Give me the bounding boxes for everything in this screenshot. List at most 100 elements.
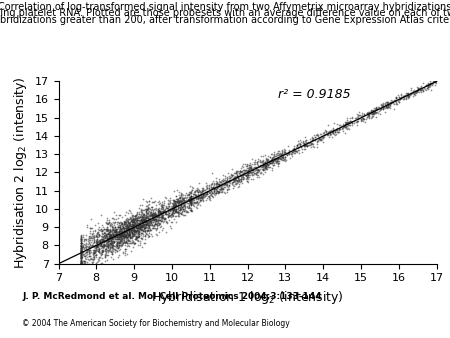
Point [204,185,211,191]
Point [107,231,114,237]
Point [266,160,273,165]
Point [432,83,439,88]
Point [143,218,150,224]
Point [93,234,100,239]
Point [136,232,143,237]
Point [127,228,135,234]
Point [172,207,179,212]
Point [243,161,251,166]
Point [249,167,256,172]
Point [230,175,237,180]
Point [149,211,156,216]
Point [145,225,153,230]
Point [108,238,116,243]
Point [159,209,166,214]
Point [428,82,436,87]
Point [268,158,275,163]
Point [94,248,102,254]
Point [225,173,233,178]
Point [108,239,115,244]
Point [153,221,160,226]
Point [111,238,118,243]
Point [275,152,282,158]
Point [187,197,194,203]
Point [148,209,155,215]
Point [129,225,136,231]
Point [316,136,323,141]
Point [388,100,395,106]
Point [229,173,236,178]
Point [204,196,211,201]
Point [377,101,384,106]
Point [308,135,315,140]
Point [194,195,202,200]
Point [77,255,85,260]
Point [115,231,122,237]
Point [400,94,407,99]
Point [148,204,155,209]
Point [130,241,138,246]
Point [77,252,85,257]
Point [328,129,335,134]
Point [252,165,259,171]
Point [307,144,315,149]
Point [136,214,143,219]
Point [151,213,158,218]
Point [269,161,276,166]
Point [110,229,117,235]
Point [100,224,107,230]
Point [110,232,117,237]
Point [346,120,354,125]
Point [100,242,107,247]
Point [189,193,197,199]
Point [355,115,362,120]
Point [219,180,226,186]
Point [99,231,106,237]
Point [124,231,131,236]
Point [369,114,376,119]
Point [86,244,93,249]
Point [115,232,122,237]
Point [83,232,90,237]
Point [170,217,177,222]
Point [167,206,174,212]
Point [264,163,271,168]
Point [364,112,372,117]
Point [170,206,177,212]
Point [117,233,124,238]
Point [259,159,266,164]
Point [373,111,380,116]
Point [169,206,176,211]
Point [92,239,99,244]
Point [83,244,90,249]
Point [115,220,122,225]
Point [114,234,121,240]
Point [291,150,298,155]
Point [134,223,141,229]
Point [243,176,250,181]
Point [357,112,364,118]
Point [144,224,151,230]
Point [131,221,139,226]
Point [125,232,132,238]
Point [152,211,159,217]
Point [264,166,271,172]
Point [214,182,221,187]
Point [111,236,118,242]
Point [161,211,168,216]
Point [372,110,379,115]
Point [94,259,101,264]
Point [142,215,149,221]
Point [297,137,304,143]
Point [129,219,136,224]
Point [394,92,401,98]
Point [139,216,146,221]
Point [117,235,125,241]
Point [104,242,111,247]
Point [85,238,92,243]
Point [262,157,269,163]
Point [77,246,85,251]
Point [391,97,398,102]
Point [187,208,194,213]
Point [195,189,202,194]
